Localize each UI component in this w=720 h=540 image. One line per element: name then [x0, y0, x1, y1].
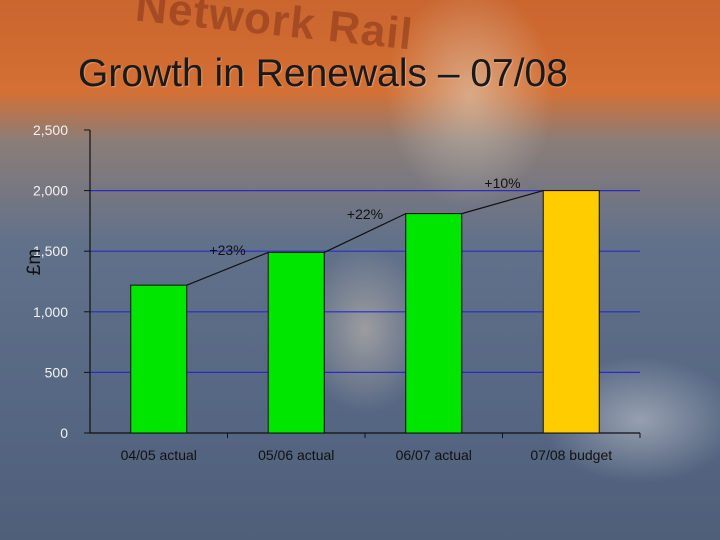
growth-label: +23%	[209, 242, 245, 258]
y-tick-label: 500	[45, 364, 69, 380]
y-tick-label: 1,500	[33, 243, 68, 259]
y-tick-label: 0	[60, 425, 68, 441]
bar-3	[405, 213, 463, 434]
bar-1	[130, 284, 188, 434]
bar-2	[267, 251, 325, 434]
y-tick-label: 2,500	[33, 122, 68, 138]
growth-connector	[461, 190, 544, 215]
x-tick-label: 05/06 actual	[258, 447, 334, 463]
bar-4	[542, 190, 600, 434]
y-tick-label: 2,000	[33, 183, 68, 199]
growth-connector	[323, 213, 407, 253]
growth-label: +22%	[347, 206, 383, 222]
growth-label: +10%	[484, 175, 520, 191]
y-axis-label: £m	[24, 249, 45, 275]
x-tick-label: 07/08 budget	[530, 447, 612, 463]
y-tick-label: 1,000	[33, 304, 68, 320]
growth-connector	[186, 251, 269, 286]
slide-title: Growth in Renewals – 07/08	[78, 52, 568, 95]
x-tick-label: 04/05 actual	[121, 447, 197, 463]
x-tick-label: 06/07 actual	[396, 447, 472, 463]
